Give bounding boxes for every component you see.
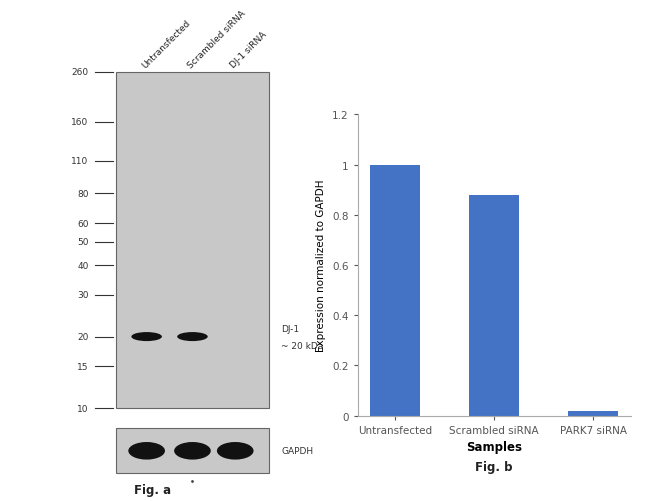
Text: 40: 40	[77, 261, 88, 270]
Ellipse shape	[177, 332, 208, 341]
Bar	[569, 411, 618, 416]
Bar	[469, 195, 519, 416]
X-axis label: Samples: Samples	[466, 440, 522, 453]
Text: 20: 20	[77, 332, 88, 341]
Y-axis label: Expression normalized to GAPDH: Expression normalized to GAPDH	[317, 179, 326, 352]
Ellipse shape	[128, 442, 165, 460]
Bar	[116, 428, 269, 473]
Bar	[370, 165, 419, 416]
Text: Fig. a: Fig. a	[134, 483, 172, 496]
Ellipse shape	[131, 332, 162, 341]
Text: DJ-1 siRNA: DJ-1 siRNA	[229, 31, 268, 70]
Text: 15: 15	[77, 362, 88, 371]
Text: 60: 60	[77, 219, 88, 228]
Text: 260: 260	[72, 68, 88, 77]
Text: 160: 160	[72, 118, 88, 127]
Text: Untransfected: Untransfected	[140, 19, 192, 70]
Text: 80: 80	[77, 189, 88, 198]
Text: Fig. b: Fig. b	[475, 460, 513, 473]
Text: ~ 20 kDa: ~ 20 kDa	[281, 341, 323, 350]
Text: 10: 10	[77, 404, 88, 413]
Text: GAPDH: GAPDH	[281, 446, 313, 455]
Text: 30: 30	[77, 291, 88, 300]
Bar	[116, 73, 269, 408]
Text: Scrambled siRNA: Scrambled siRNA	[186, 9, 248, 70]
Text: 110: 110	[72, 157, 88, 166]
Ellipse shape	[174, 442, 211, 460]
Text: 50: 50	[77, 238, 88, 247]
Text: DJ-1: DJ-1	[281, 324, 299, 333]
Ellipse shape	[217, 442, 254, 460]
